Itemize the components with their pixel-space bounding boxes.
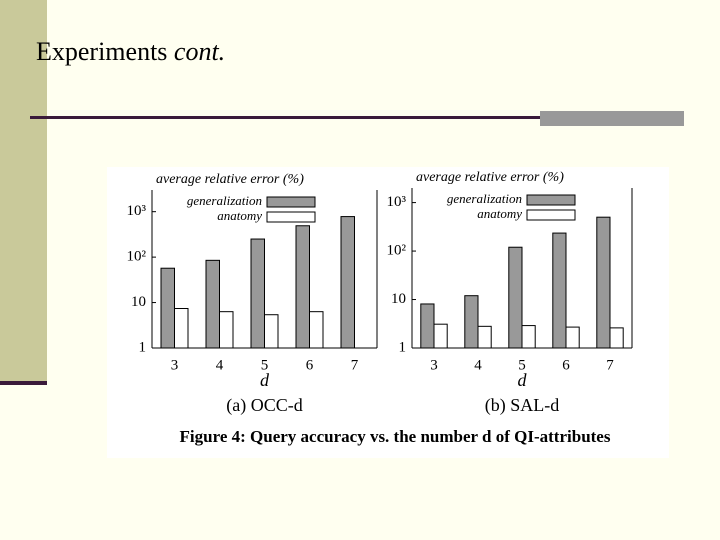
- legend-label: generalization: [447, 191, 522, 206]
- y-tick-label: 1: [139, 339, 147, 355]
- y-axis-label: average relative error (%): [416, 170, 564, 185]
- bar: [464, 295, 479, 349]
- x-tick-label: 3: [171, 357, 179, 373]
- y-tick-label: 10²: [387, 242, 407, 258]
- x-tick-label: 7: [606, 357, 614, 373]
- slide-title: Experiments cont.: [36, 37, 225, 66]
- title-rule-accent: [540, 111, 684, 126]
- y-tick-label: 10³: [387, 194, 407, 210]
- y-tick-label: 1: [399, 339, 407, 355]
- y-axis-label: average relative error (%): [156, 172, 304, 187]
- legend-swatch: [526, 209, 576, 221]
- legend-swatch: [266, 196, 316, 208]
- bar: [219, 311, 234, 349]
- bar: [340, 216, 355, 349]
- bar: [264, 314, 279, 349]
- bar: [205, 259, 220, 349]
- y-tick-label: 10²: [127, 249, 147, 265]
- x-tick-label: 7: [351, 357, 359, 373]
- x-tick-label: 4: [216, 357, 224, 373]
- figure-box: [107, 167, 669, 458]
- title-main: Experiments: [36, 37, 167, 66]
- subcaption: (b) SAL-d: [485, 395, 560, 416]
- bar: [420, 303, 435, 349]
- bar: [160, 267, 175, 349]
- x-tick-label: 4: [474, 357, 482, 373]
- bar: [477, 325, 492, 349]
- x-tick-label: 6: [306, 357, 314, 373]
- bar: [596, 216, 611, 349]
- side-rule: [0, 381, 47, 385]
- x-axis-label: d: [260, 370, 270, 390]
- bar: [521, 325, 536, 349]
- bar: [508, 246, 523, 349]
- legend-swatch: [266, 211, 316, 223]
- y-tick-label: 10: [131, 294, 146, 310]
- bar: [309, 311, 324, 349]
- y-tick-label: 10³: [127, 203, 147, 219]
- side-strip: [0, 0, 47, 383]
- legend-swatch: [526, 194, 576, 206]
- y-tick-label: 10: [391, 291, 406, 307]
- x-tick-label: 5: [518, 357, 526, 373]
- legend-label: anatomy: [217, 208, 262, 223]
- bar: [609, 327, 624, 349]
- legend-label: generalization: [187, 193, 262, 208]
- bar: [295, 225, 310, 349]
- bar: [565, 326, 580, 349]
- x-tick-label: 5: [261, 357, 269, 373]
- bar: [250, 238, 265, 349]
- x-tick-label: 3: [430, 357, 438, 373]
- legend-label: anatomy: [477, 206, 522, 221]
- bar: [433, 323, 448, 349]
- x-tick-label: 6: [562, 357, 570, 373]
- subcaption: (a) OCC-d: [226, 395, 302, 416]
- figure-caption: Figure 4: Query accuracy vs. the number …: [180, 427, 611, 446]
- x-axis-label: d: [518, 370, 528, 390]
- title-suffix: cont.: [174, 37, 225, 66]
- bar: [552, 232, 567, 349]
- bar: [174, 308, 189, 349]
- title-rule: [30, 116, 540, 119]
